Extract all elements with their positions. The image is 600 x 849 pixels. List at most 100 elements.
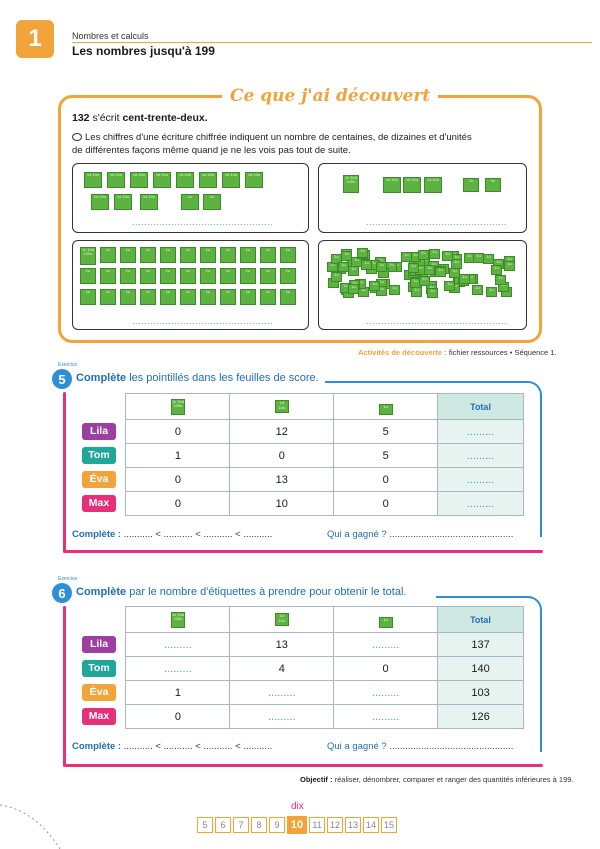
player-badge: Tom (82, 660, 116, 677)
total-header: Total (437, 393, 524, 420)
hundreds-cell: 0 (125, 467, 231, 492)
explanation-line-2: de différentes façons même quand je ne l… (72, 145, 351, 156)
page-link-9[interactable]: 9 (269, 817, 285, 833)
discovery-explanation: Les chiffres d'une écriture chiffrée ind… (72, 131, 534, 157)
unit-label: 1u (419, 276, 430, 286)
hundreds-cell: 0 (125, 704, 231, 729)
page-link-12[interactable]: 12 (327, 817, 343, 833)
unit-label: 1u (463, 178, 479, 192)
hundreds-cell[interactable]: ......... (125, 656, 231, 681)
number-words: cent-trente-deux. (122, 112, 208, 124)
unit-label: 1u (473, 253, 484, 263)
answer-dots-4: ........................................… (366, 316, 508, 326)
exercise-5-left-rule (63, 392, 66, 552)
hundreds-cell: 1 (125, 443, 231, 468)
unit-label: 1u (160, 289, 176, 305)
exercise-6-compare-line: Complète : ........... < ........... < .… (72, 741, 272, 752)
units-cell[interactable]: ......... (333, 704, 439, 729)
page-link-11[interactable]: 11 (309, 817, 325, 833)
exercise-5-number: 5 (52, 369, 72, 389)
footer-label: Activités de découverte : (358, 348, 447, 357)
ten-label: 1d 10u (91, 194, 109, 210)
unit-label: 1u (100, 289, 116, 305)
table-row: Lila ......... 13 ......... 137 (72, 632, 524, 657)
hundred-label-icon: 1c 10d 100u (170, 611, 185, 628)
unit-label: 1u (444, 281, 455, 291)
exercise-5-compare-line: Complète : ........... < ........... < .… (72, 529, 272, 540)
section-label: Nombres et calculs (72, 31, 149, 41)
unit-label: 1u (140, 268, 156, 284)
total-input[interactable]: ......... (437, 419, 524, 444)
objective-note: Objectif : réaliser, dénombrer, comparer… (300, 775, 574, 784)
page-navigation: 5 6 7 8 9 10 11 12 13 14 15 (197, 816, 397, 834)
unit-label: 1u (160, 247, 176, 263)
unit-label: 1u (120, 289, 136, 305)
compare-dots[interactable]: ........... < ........... < ........... … (123, 741, 273, 752)
hundred-label: 1c 10d 100u (343, 175, 359, 193)
total-input[interactable]: ......... (437, 443, 524, 468)
unit-label: 1u (280, 268, 296, 284)
answer-dots-3: ........................................… (132, 316, 274, 326)
hundreds-cell: 0 (125, 491, 231, 516)
exercise-5-tag: Exercice (58, 362, 78, 368)
unit-label: 1u (427, 288, 438, 298)
unit-label: 1u (100, 268, 116, 284)
unit-label-icon: 1u (378, 403, 393, 415)
page-link-6[interactable]: 6 (215, 817, 231, 833)
unit-label: 1u (200, 268, 216, 284)
winner-dots[interactable]: ........................................… (389, 529, 514, 540)
player-badge: Lila (82, 423, 116, 440)
winner-dots[interactable]: ........................................… (389, 741, 514, 752)
page-link-15[interactable]: 15 (381, 817, 397, 833)
chapter-badge: 1 (16, 20, 54, 58)
page-link-13[interactable]: 13 (345, 817, 361, 833)
page-number-word: dix (291, 801, 304, 812)
ten-label: 1d 10u (245, 172, 263, 188)
unit-label: 1u (495, 275, 506, 285)
unit-label: 1u (140, 247, 156, 263)
tens-cell[interactable]: ......... (229, 680, 335, 705)
units-cell[interactable]: ......... (333, 632, 439, 657)
page-link-14[interactable]: 14 (363, 817, 379, 833)
ten-label: 1d 10u (107, 172, 125, 188)
hundreds-cell: 1 (125, 680, 231, 705)
number-value: 132 (72, 112, 90, 124)
tens-cell[interactable]: ......... (229, 704, 335, 729)
total-header: Total (437, 606, 524, 633)
exercise-6-left-rule (63, 606, 66, 766)
page-link-5[interactable]: 5 (197, 817, 213, 833)
tens-cell: 0 (229, 443, 335, 468)
unit-label: 1u (357, 248, 368, 258)
page-link-10[interactable]: 10 (287, 816, 307, 834)
unit-label: 1u (280, 289, 296, 305)
panel-hundred-tens-units (318, 163, 527, 233)
compare-dots[interactable]: ........... < ........... < ........... … (123, 529, 273, 540)
unit-label-icon: 1u (378, 616, 393, 628)
total-input[interactable]: ......... (437, 491, 524, 516)
table-row: Éva 1 ......... ......... 103 (72, 680, 524, 705)
unit-label: 1u (369, 281, 380, 291)
table-row: Tom 1 0 5 ......... (72, 443, 524, 468)
hundreds-header: 1c 10d 100u (125, 393, 231, 420)
unit-label: 1u (240, 247, 256, 263)
unit-label: 1u (180, 247, 196, 263)
instruction-verb: Complète (76, 586, 127, 598)
exercise-5-frame (240, 381, 542, 537)
unit-label: 1u (260, 289, 276, 305)
objective-label: Objectif : (300, 775, 333, 784)
page-link-8[interactable]: 8 (251, 817, 267, 833)
unit-label: 1u (491, 265, 502, 275)
player-badge: Éva (82, 471, 116, 488)
units-cell[interactable]: ......... (333, 680, 439, 705)
page-link-7[interactable]: 7 (233, 817, 249, 833)
unit-label: 1u (100, 247, 116, 263)
unit-label: 1u (280, 247, 296, 263)
table-row: Max 0 ......... ......... 126 (72, 704, 524, 729)
unit-label: 1u (348, 266, 359, 276)
ten-label: 1d 10u (130, 172, 148, 188)
hundreds-cell[interactable]: ......... (125, 632, 231, 657)
total-input[interactable]: ......... (437, 467, 524, 492)
tens-header: 1d 10u (229, 393, 335, 420)
unit-label: 1u (485, 178, 501, 192)
objective-text: réaliser, dénombrer, comparer et ranger … (334, 775, 574, 784)
